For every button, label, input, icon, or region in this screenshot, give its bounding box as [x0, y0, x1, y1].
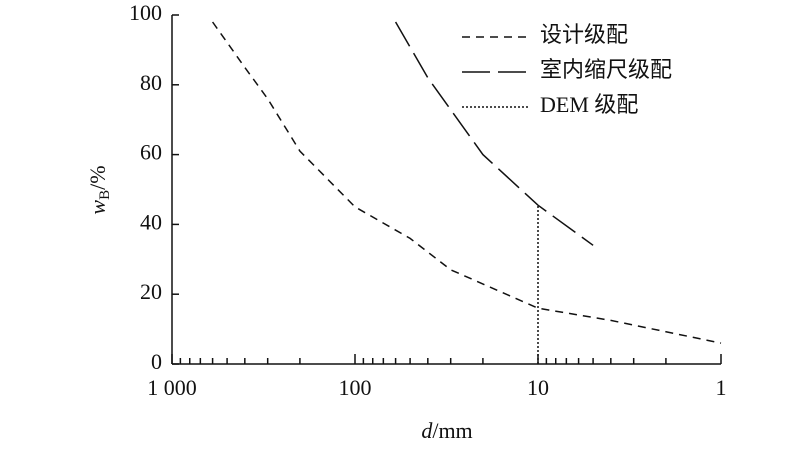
x-axis-label: d/mm [421, 418, 472, 443]
y-tick-label: 40 [140, 209, 162, 234]
y-tick-label: 0 [151, 349, 162, 374]
x-tick-label: 10 [527, 375, 549, 400]
y-label-subscript: B [97, 190, 113, 200]
legend-label: DEM 级配 [540, 92, 638, 117]
y-tick-label: 60 [140, 140, 162, 165]
y-label-unit: /% [85, 165, 110, 189]
series-line [211, 21, 722, 344]
x-label-symbol: d [421, 418, 433, 443]
x-tick-label: 100 [339, 375, 372, 400]
y-label-symbol: w [85, 200, 110, 215]
x-tick-label: 1 [716, 375, 727, 400]
series-line [394, 21, 594, 246]
y-tick-label: 20 [140, 279, 162, 304]
legend-label: 室内缩尺级配 [540, 57, 672, 82]
legend-label: 设计级配 [540, 22, 628, 47]
y-tick-label: 80 [140, 70, 162, 95]
y-tick-label: 100 [129, 0, 162, 25]
y-axis-label: wB/% [85, 165, 113, 214]
x-label-unit: /mm [432, 418, 472, 443]
x-tick-label: 1 000 [147, 375, 197, 400]
